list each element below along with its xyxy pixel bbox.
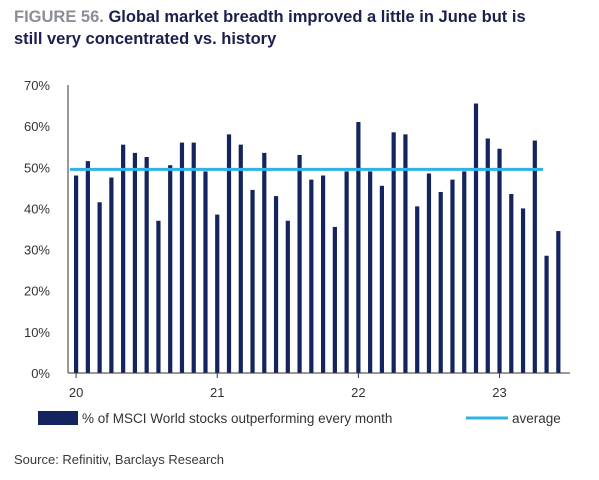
bar: [556, 231, 561, 373]
legend-swatch-bars: [38, 411, 78, 425]
bar: [285, 220, 290, 373]
bar: [485, 138, 490, 373]
bar: [473, 103, 479, 373]
bar: [450, 179, 455, 373]
bar: [250, 189, 255, 373]
bar: [226, 134, 232, 373]
y-tick-label: 60%: [24, 119, 50, 134]
x-tick-label: 23: [492, 385, 506, 400]
bar: [109, 177, 114, 373]
y-tick-label: 50%: [24, 160, 50, 175]
x-tick-label: 22: [351, 385, 365, 400]
bar: [438, 191, 443, 373]
bar: [391, 132, 396, 373]
bar: [379, 185, 385, 373]
y-tick-label: 30%: [24, 243, 50, 258]
bar: [85, 161, 90, 373]
bar: [321, 175, 326, 373]
bar: [262, 152, 267, 373]
bar: [121, 144, 126, 373]
bar: [191, 142, 196, 373]
y-tick-label: 40%: [24, 201, 50, 216]
figure-label: FIGURE 56.: [14, 8, 104, 26]
y-tick-label: 0%: [31, 366, 50, 381]
bar: [156, 220, 161, 373]
bar: [368, 171, 373, 373]
y-tick-label: 70%: [24, 78, 50, 93]
bar: [168, 165, 173, 373]
bar: [462, 171, 467, 373]
bar: [532, 140, 537, 373]
legend-label-average: average: [512, 411, 561, 426]
bar: [203, 171, 208, 373]
bar: [215, 214, 220, 373]
y-tick-label: 20%: [24, 284, 50, 299]
bar: [74, 175, 79, 373]
x-tick-label: 20: [69, 385, 83, 400]
bar: [520, 208, 526, 373]
bar: [544, 255, 549, 373]
bar: [356, 122, 361, 374]
title-line-1: Global market breadth improved a little …: [108, 8, 526, 26]
bar: [497, 148, 502, 373]
chart-title: FIGURE 56. Global market breadth improve…: [14, 6, 589, 50]
bar: [332, 226, 337, 373]
bar: [344, 171, 349, 373]
bar: [144, 157, 149, 373]
source-note: Source: Refinitiv, Barclays Research: [14, 452, 225, 467]
bar: [415, 206, 420, 373]
legend-label-bars: % of MSCI World stocks outperforming eve…: [82, 411, 392, 426]
bar: [426, 173, 432, 373]
bar: [403, 134, 408, 373]
bar: [297, 154, 302, 373]
bar: [509, 194, 514, 373]
bar-chart: 0% 10% 20% 30% 40% 50% 60% 70% 20 21 22 23 % of MSCI…: [24, 78, 570, 426]
x-tick-label: 21: [210, 385, 224, 400]
bar: [309, 179, 314, 373]
bar: [273, 196, 279, 373]
bar: [179, 142, 185, 373]
bar: [238, 144, 243, 373]
bar: [132, 152, 138, 373]
title-line-2: still very concentrated vs. history: [14, 30, 277, 48]
bar: [97, 202, 102, 373]
y-tick-label: 10%: [24, 325, 50, 340]
